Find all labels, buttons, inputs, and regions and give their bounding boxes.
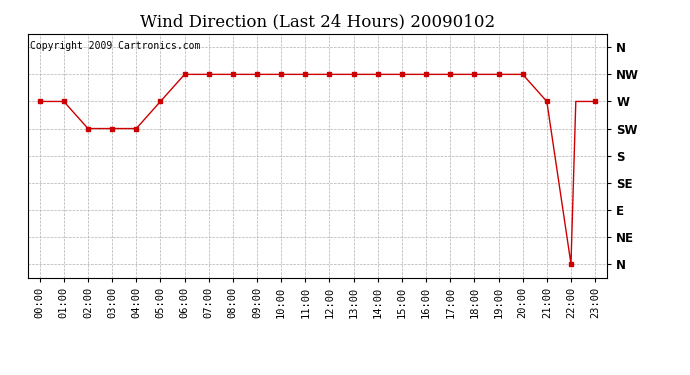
Title: Wind Direction (Last 24 Hours) 20090102: Wind Direction (Last 24 Hours) 20090102 [140,14,495,31]
Text: Copyright 2009 Cartronics.com: Copyright 2009 Cartronics.com [30,41,201,51]
